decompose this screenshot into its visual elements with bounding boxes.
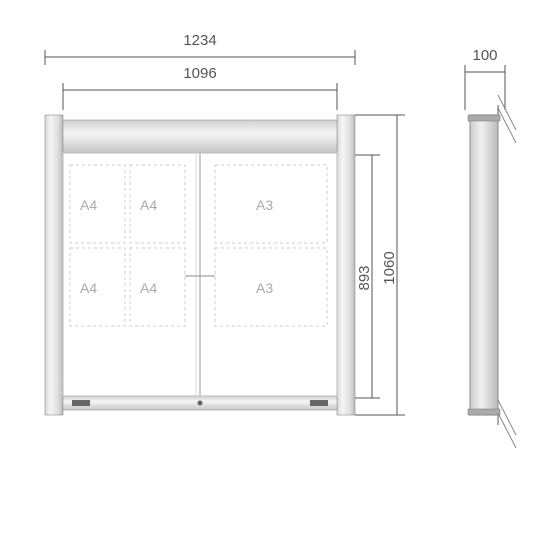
dim-height-inner-value: 893 — [356, 265, 373, 290]
dim-height-outer: 1060 — [355, 115, 405, 415]
dim-depth: 100 — [465, 47, 505, 110]
dim-width-inner: 1096 — [63, 65, 337, 110]
dim-width-outer-value: 1234 — [183, 32, 216, 49]
paper-a4-label: A4 — [80, 280, 97, 296]
paper-a3-label: A3 — [256, 280, 273, 296]
dim-width-inner-value: 1096 — [183, 65, 216, 82]
dim-height-outer-value: 1060 — [381, 251, 398, 284]
paper-a4-label: A4 — [80, 197, 97, 213]
dim-depth-value: 100 — [472, 47, 497, 64]
dim-height-inner: 893 — [355, 155, 380, 398]
paper-a4-label: A4 — [140, 197, 157, 213]
technical-drawing: 1234 1096 893 1060 100 — [20, 20, 530, 530]
front-view: A4 A4 A4 A4 A3 A3 — [45, 115, 355, 415]
side-view — [468, 95, 516, 448]
paper-a3-label: A3 — [256, 197, 273, 213]
paper-a4-label: A4 — [140, 280, 157, 296]
dim-width-outer: 1234 — [45, 32, 355, 65]
